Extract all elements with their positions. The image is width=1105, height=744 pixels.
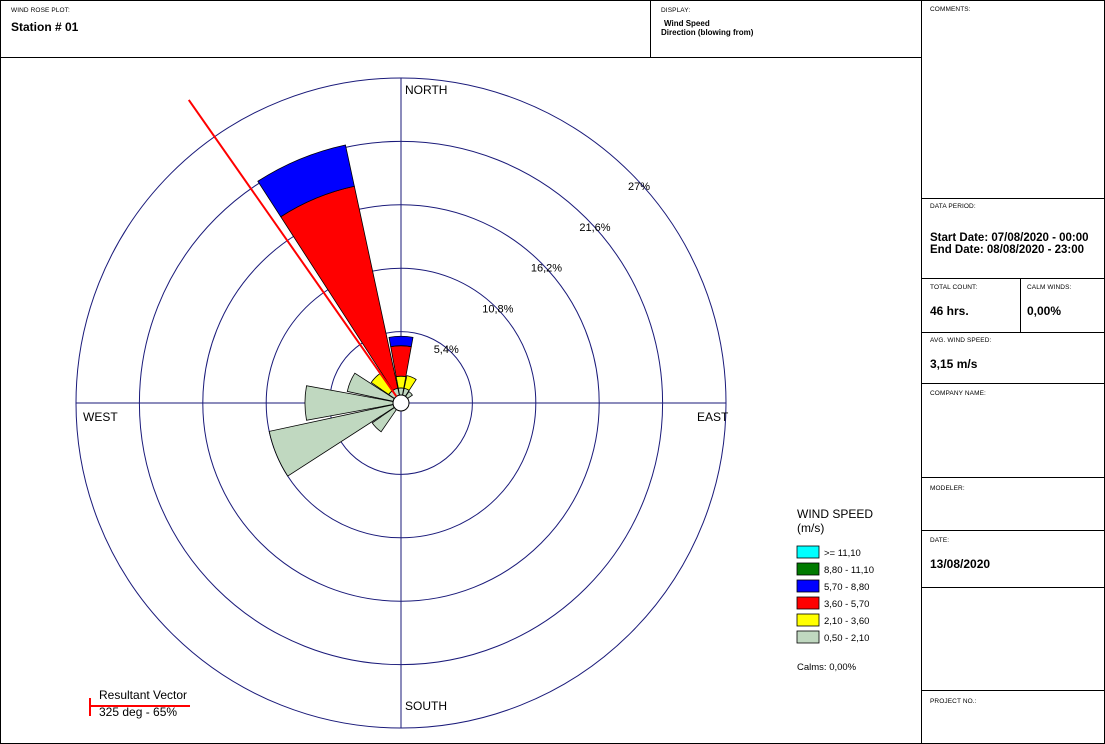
legend-calms: Calms: 0,00% <box>797 662 857 673</box>
start-date: Start Date: 07/08/2020 - 00:00 <box>930 232 1089 244</box>
legend-swatch-4 <box>796 596 820 610</box>
project-label: PROJECT NO.: <box>930 698 977 705</box>
comments-label: COMMENTS: <box>930 6 971 13</box>
total-count-value: 46 hrs. <box>930 304 969 318</box>
resultant-label: Resultant Vector <box>99 688 187 702</box>
legend-swatch-2 <box>796 562 820 576</box>
legend-title: WIND SPEED <box>797 507 873 521</box>
plot-label: WIND ROSE PLOT: <box>11 7 70 14</box>
resultant-legend: Resultant Vector 325 deg - 65% <box>89 688 190 719</box>
petal-0-band-3 <box>388 335 414 348</box>
south-label: SOUTH <box>405 699 447 713</box>
resultant-value: 325 deg - 65% <box>99 705 177 719</box>
date-value: 13/08/2020 <box>930 557 991 571</box>
display-line2: Direction (blowing from) <box>661 28 754 37</box>
legend-swatch-3 <box>796 579 820 593</box>
legend: WIND SPEED (m/s) >= 11,10 8,80 - 11,10 5,7… <box>796 507 874 673</box>
modeler-label: MODELER: <box>930 485 965 492</box>
overlay-layer <box>187 99 410 412</box>
legend-swatch-1 <box>796 545 820 559</box>
legend-label-6: 0,50 - 2,10 <box>824 633 869 644</box>
resultant-vector <box>187 99 398 398</box>
legend-label-4: 3,60 - 5,70 <box>824 599 869 610</box>
total-count-label: TOTAL COUNT: <box>930 284 978 291</box>
legend-label-2: 8,80 - 11,10 <box>824 565 874 576</box>
east-label: EAST <box>697 410 729 424</box>
ring-label-1: 5,4% <box>434 344 459 356</box>
display-line1: Wind Speed <box>664 19 710 28</box>
header-plot-box: WIND ROSE PLOT: Station # 01 <box>0 0 651 58</box>
legend-label-5: 2,10 - 3,60 <box>824 616 869 627</box>
ring-label-4: 21,6% <box>579 222 610 234</box>
legend-label-1: >= 11,10 <box>824 548 861 559</box>
legend-swatch-6 <box>796 630 820 644</box>
petal-15-band-2 <box>280 185 399 391</box>
petal-15-band-3 <box>257 144 355 218</box>
wind-rose-chart: 5,4%10,8%16,2%21,6%27% NORTH SOUTH EAST … <box>75 77 874 729</box>
ring-label-3: 16,2% <box>531 263 562 275</box>
calm-winds-value: 0,00% <box>1027 304 1062 318</box>
header-display-box: DISPLAY: Wind Speed Direction (blowing f… <box>650 0 922 58</box>
company-label: COMPANY NAME: <box>930 390 986 397</box>
petals-layer <box>257 144 417 477</box>
company-box <box>921 383 1105 478</box>
display-label: DISPLAY: <box>661 7 691 14</box>
legend-unit: (m/s) <box>797 521 824 535</box>
ring-label-5: 27% <box>628 181 650 193</box>
date-label: DATE: <box>930 537 950 544</box>
blank-box <box>921 587 1105 691</box>
calm-winds-label: CALM WINDS: <box>1027 284 1072 291</box>
petal-1-band-1 <box>403 375 417 391</box>
west-label: WEST <box>83 410 118 424</box>
legend-swatch-5 <box>796 613 820 627</box>
data-period-label: DATA PERIOD: <box>930 203 976 210</box>
north-label: NORTH <box>405 83 447 97</box>
ring-label-2: 10,8% <box>482 303 513 315</box>
avg-speed-label: AVG. WIND SPEED: <box>930 337 992 344</box>
calm-circle <box>392 394 410 412</box>
station-title: Station # 01 <box>11 20 79 34</box>
legend-label-3: 5,70 - 8,80 <box>824 582 869 593</box>
avg-speed-value: 3,15 m/s <box>930 357 978 371</box>
end-date: End Date: 08/08/2020 - 23:00 <box>930 244 1085 256</box>
